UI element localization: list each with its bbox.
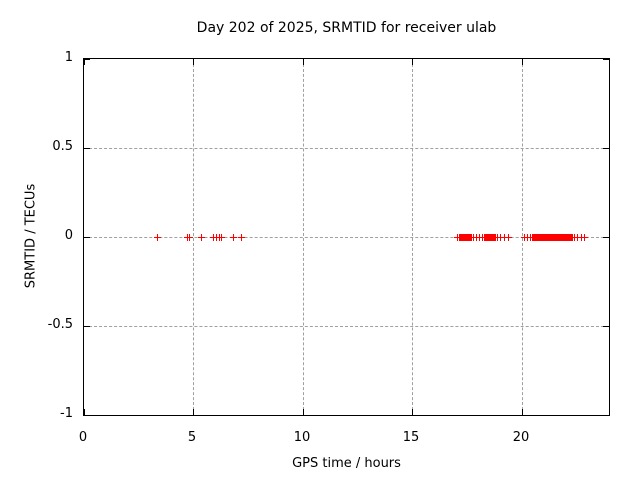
data-point-marker xyxy=(238,234,245,241)
y-tick-mark-left xyxy=(84,237,90,238)
y-tick-mark-left xyxy=(84,415,90,416)
x-tick-label: 15 xyxy=(402,430,420,445)
data-point-marker xyxy=(186,234,193,241)
y-gridline xyxy=(84,326,609,327)
y-tick-label: -0.5 xyxy=(47,317,73,332)
x-tick-mark-top xyxy=(84,59,85,65)
y-tick-mark-right xyxy=(603,415,609,416)
x-tick-mark-top xyxy=(522,59,523,65)
y-tick-mark-right xyxy=(603,148,609,149)
data-point-marker xyxy=(218,234,225,241)
y-tick-mark-right xyxy=(603,237,609,238)
data-point-marker xyxy=(505,234,512,241)
y-tick-mark-right xyxy=(603,59,609,60)
plot-area xyxy=(83,58,610,416)
y-tick-mark-left xyxy=(84,59,90,60)
y-tick-label: 0.5 xyxy=(52,139,73,154)
y-tick-mark-right xyxy=(603,326,609,327)
y-tick-label: -1 xyxy=(60,406,73,421)
x-tick-label: 20 xyxy=(512,430,530,445)
y-gridline xyxy=(84,237,609,238)
y-tick-mark-left xyxy=(84,326,90,327)
data-point-marker xyxy=(574,234,581,241)
x-tick-label: 10 xyxy=(293,430,311,445)
x-tick-mark-bottom xyxy=(193,409,194,415)
data-point-marker xyxy=(198,234,205,241)
x-tick-label: 5 xyxy=(187,430,197,445)
y-tick-label: 1 xyxy=(64,50,73,65)
x-tick-mark-top xyxy=(193,59,194,65)
data-point-marker xyxy=(497,234,504,241)
x-tick-mark-bottom xyxy=(84,409,85,415)
x-axis-label: GPS time / hours xyxy=(292,456,401,471)
data-point-marker xyxy=(230,234,237,241)
y-tick-mark-left xyxy=(84,148,90,149)
x-tick-mark-top xyxy=(412,59,413,65)
y-gridline xyxy=(84,148,609,149)
x-tick-mark-top xyxy=(303,59,304,65)
data-point-marker xyxy=(154,234,161,241)
data-point-marker xyxy=(501,234,508,241)
x-tick-label: 0 xyxy=(78,430,88,445)
chart-title: Day 202 of 2025, SRMTID for receiver ula… xyxy=(196,20,497,36)
x-tick-mark-bottom xyxy=(412,409,413,415)
data-point-marker xyxy=(581,234,588,241)
x-tick-mark-bottom xyxy=(303,409,304,415)
x-tick-mark-bottom xyxy=(522,409,523,415)
y-tick-label: 0 xyxy=(64,228,73,243)
